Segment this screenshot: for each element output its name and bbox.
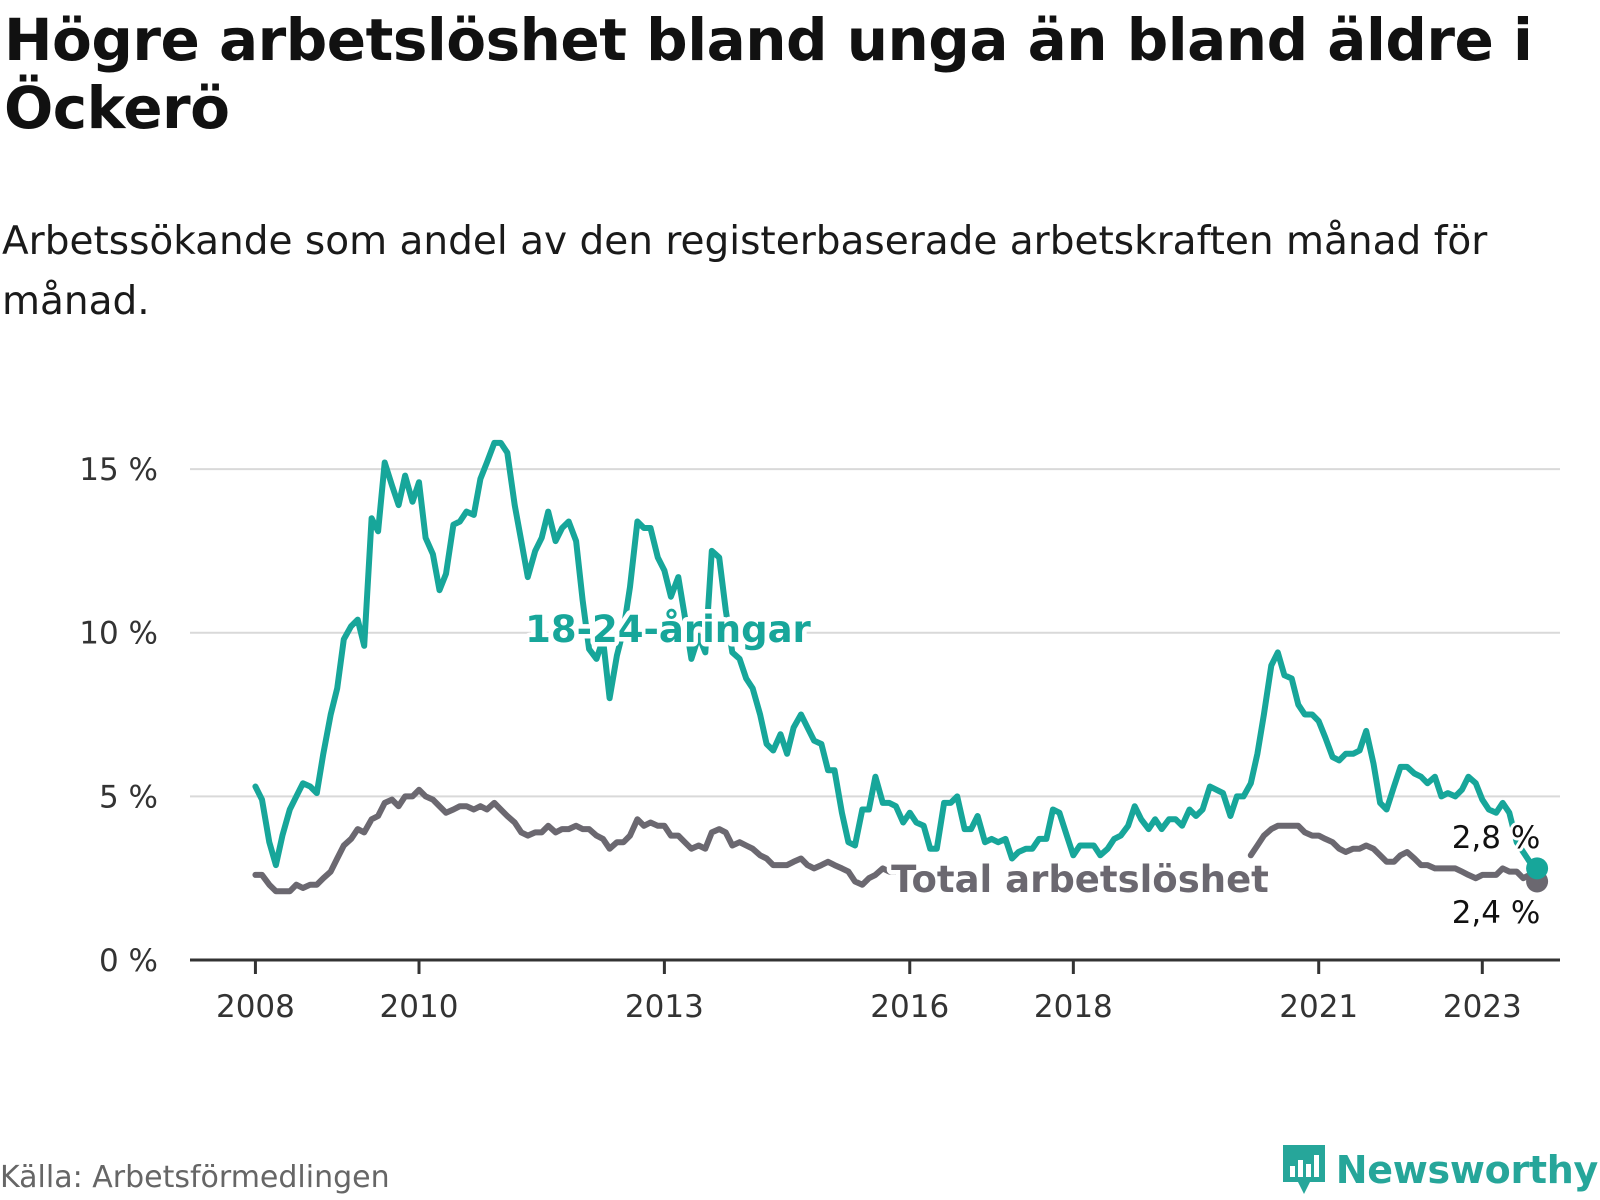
series-lines [252,439,1549,895]
series-label-youth: 18-24-åringar [525,608,811,651]
x-tick-label: 2018 [1034,989,1113,1025]
x-tick-label: 2008 [216,989,295,1025]
series-line-total [1247,822,1541,885]
brand-logo: Newsworthy [1280,1142,1598,1198]
axes: 0 % 5 % 10 % 15 % 2008 2010 2013 2016 2018 2021 20… [79,452,1560,1025]
gridlines [190,468,1560,798]
end-label-youth: 2,8 % [1452,820,1541,856]
end-label-total: 2,4 % [1452,895,1541,931]
x-tick-label: 2021 [1279,989,1358,1025]
end-point-youth [1526,857,1549,880]
y-tick-label: 0 % [99,943,158,979]
chart-title: Högre arbetslöshet bland unga än bland ä… [4,6,1533,142]
source-credit: Källa: Arbetsförmedlingen [0,1160,390,1195]
newsworthy-logo-icon [1282,1145,1325,1194]
brand-name: Newsworthy [1335,1148,1599,1192]
x-tick-label: 2023 [1443,989,1522,1025]
y-tick-label: 15 % [79,452,158,488]
x-tick-label: 2013 [625,989,704,1025]
series-label-total: Total arbetslöshet [891,858,1269,901]
y-tick-label: 10 % [79,616,158,652]
series-line-youth [252,439,1541,872]
x-tick-label: 2016 [870,989,949,1025]
x-tick-label: 2010 [380,989,459,1025]
chart-subtitle: Arbetssökande som andel av den registerb… [2,219,1488,324]
y-tick-label: 5 % [99,779,158,815]
series-labels: 18-24-åringar Total arbetslöshet 2,8 % 2,4 … [521,604,1544,935]
series-line-total [252,786,920,895]
